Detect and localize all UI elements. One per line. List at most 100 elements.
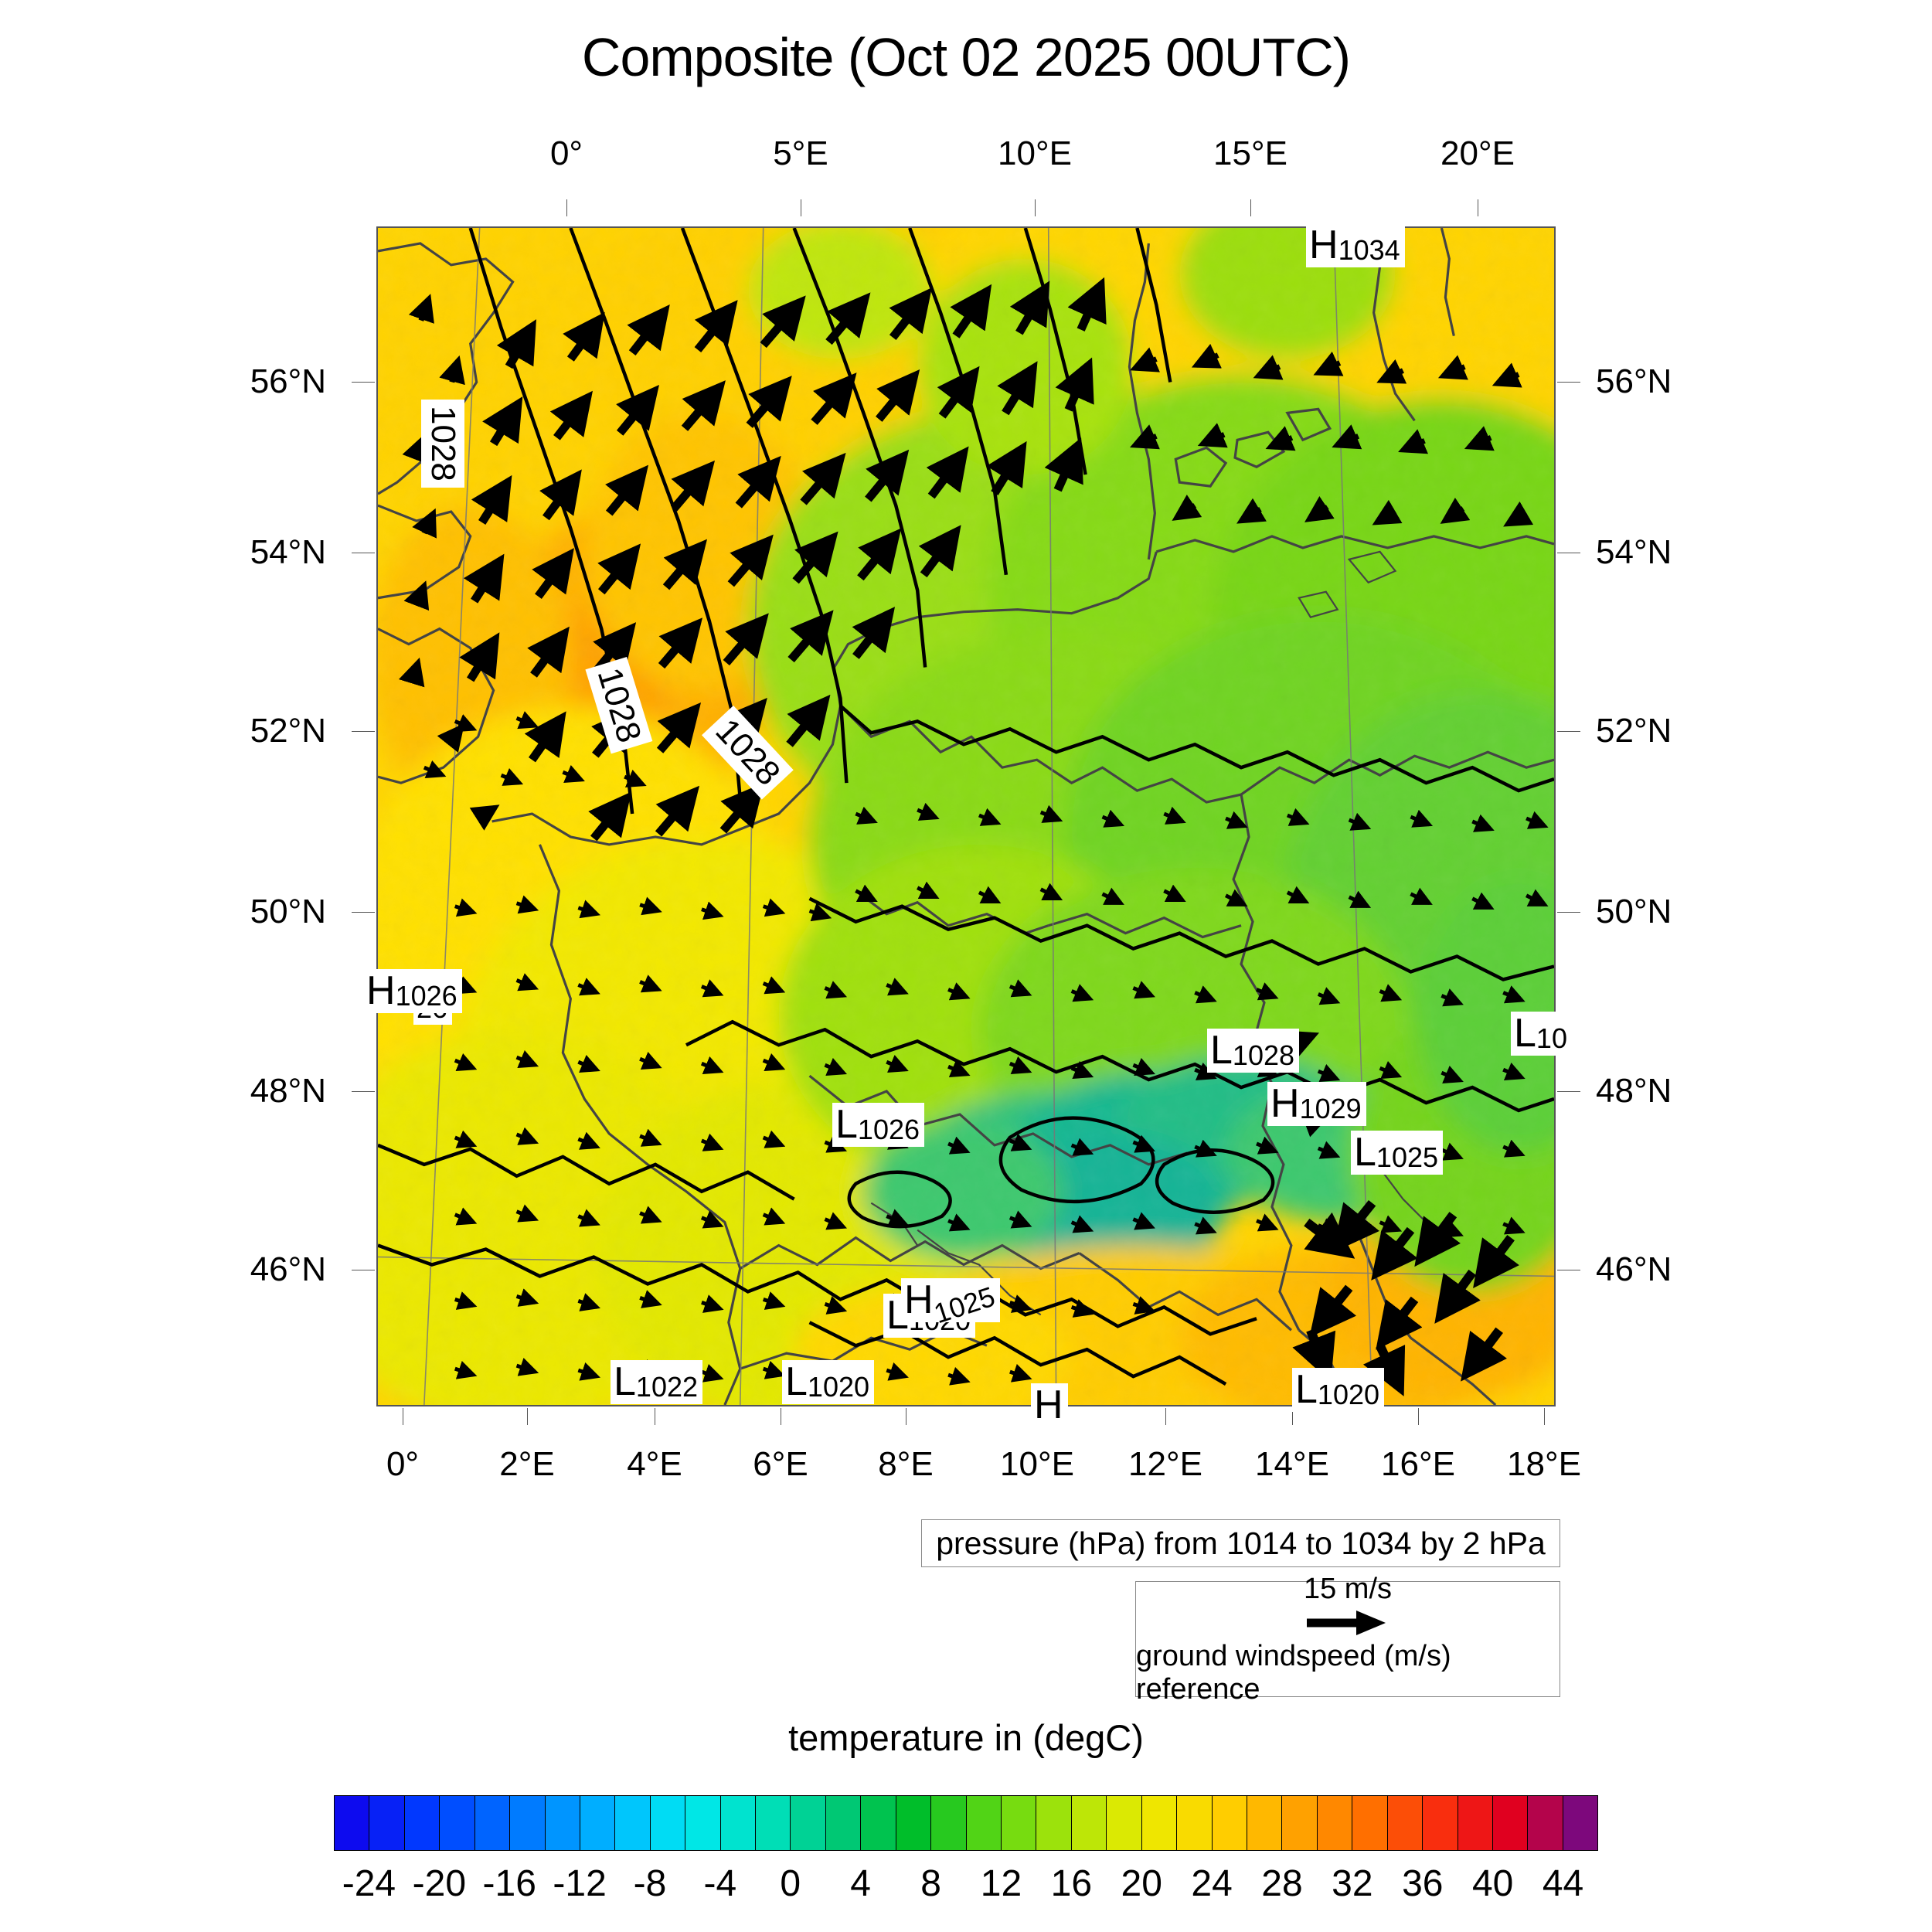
right-arrow-icon [1305, 1607, 1390, 1638]
wind-vector-layer [398, 277, 1549, 1396]
pressure-marker-h-1026: H1026 [363, 969, 462, 1013]
colorbar-cell [545, 1796, 580, 1850]
colorbar-cell [404, 1796, 440, 1850]
pressure-marker-type: L [614, 1359, 636, 1404]
colorbar-cell [1563, 1796, 1598, 1850]
pressure-marker-type: H [904, 1277, 934, 1322]
colorbar-tick-label: -16 [482, 1863, 536, 1904]
map-plot-area[interactable]: 1028 1028 1028 [376, 226, 1556, 1406]
pressure-marker-l-1026: L1026 [832, 1102, 925, 1147]
lat-tick-right-0: 56°N [1596, 362, 1672, 400]
colorbar-cell [1107, 1796, 1142, 1850]
lat-tick-right-1: 54°N [1596, 533, 1672, 571]
colorbar-tick-label: -24 [342, 1863, 396, 1904]
lon-tick-bottom-9: 18°E [1507, 1445, 1581, 1483]
pressure-marker-h-1029: H1029 [1267, 1082, 1366, 1126]
colorbar-tick-label: 12 [980, 1863, 1022, 1904]
pressure-marker-value: 1025 [1376, 1141, 1439, 1173]
colorbar-cell [1212, 1796, 1247, 1850]
colorbar-tick-label: 4 [850, 1863, 872, 1904]
colorbar-cell [1352, 1796, 1388, 1850]
lon-tick-bottom-2: 4°E [627, 1445, 682, 1483]
pressure-legend-box: pressure (hPa) from 1014 to 1034 by 2 hP… [921, 1519, 1560, 1567]
colorbar-cell [1458, 1796, 1493, 1850]
colorbar-tick-label: -20 [412, 1863, 467, 1904]
colorbar-cell [1492, 1796, 1529, 1850]
pressure-marker-value: 1020 [807, 1371, 870, 1403]
lat-tick-left-0: 56°N [250, 362, 326, 400]
colorbar-tick-label: 8 [920, 1863, 941, 1904]
page-title: Composite (Oct 02 2025 00UTC) [581, 27, 1351, 87]
pressure-marker-l-1020-adriatic: L1020 [1292, 1368, 1385, 1412]
colorbar-cell [1317, 1796, 1353, 1850]
lat-tickmark-right [1557, 1091, 1580, 1092]
pressure-marker-l-1028: L1028 [1207, 1028, 1300, 1073]
colorbar-cell [510, 1796, 546, 1850]
pressure-marker-type: L [835, 1102, 858, 1147]
colorbar-cell [896, 1796, 932, 1850]
lat-tick-left-4: 48°N [250, 1072, 326, 1110]
pressure-marker-h-clipped: H [1031, 1383, 1068, 1427]
lon-tickmark-bottom [1165, 1408, 1166, 1425]
pressure-marker-l-1020: L1020 [782, 1359, 875, 1404]
colorbar-cell [369, 1796, 405, 1850]
colorbar-tick-label: 0 [780, 1863, 801, 1904]
colorbar-cell [1177, 1796, 1213, 1850]
colorbar-tick-label: 20 [1121, 1863, 1162, 1904]
colorbar-cell [1036, 1796, 1072, 1850]
colorbar-cell [791, 1796, 826, 1850]
colorbar-cell [335, 1796, 370, 1850]
colorbar-cell [1282, 1796, 1318, 1850]
colorbar-cell [474, 1796, 511, 1850]
wind-legend-box: 15 m/s ground windspeed (m/s) reference [1135, 1573, 1560, 1706]
lon-tickmark-bottom [1292, 1408, 1293, 1425]
colorbar-tick-label: -4 [703, 1863, 737, 1904]
temperature-colorbar[interactable] [334, 1795, 1598, 1851]
pressure-marker-value: 1026 [857, 1114, 920, 1145]
pressure-marker-type: L [785, 1359, 808, 1404]
colorbar-tick-label: 28 [1261, 1863, 1303, 1904]
lon-tick-top-2: 10°E [998, 134, 1072, 172]
colorbar-cell [650, 1796, 686, 1850]
colorbar-cell [756, 1796, 791, 1850]
pressure-marker-value: 1020 [1317, 1379, 1380, 1410]
lat-tick-left-5: 46°N [250, 1250, 326, 1288]
wind-legend-caption: ground windspeed (m/s) reference [1136, 1639, 1451, 1706]
colorbar-cell [931, 1796, 967, 1850]
pressure-marker-type: L [1210, 1028, 1233, 1073]
wind-legend-speed: 15 m/s [1303, 1572, 1393, 1605]
colorbar-cell [580, 1796, 616, 1850]
lon-tick-top-4: 20°E [1440, 134, 1515, 172]
colorbar-cell [1002, 1796, 1037, 1850]
pressure-marker-type: H [366, 968, 396, 1013]
colorbar-cell [615, 1796, 651, 1850]
lon-tick-bottom-1: 2°E [499, 1445, 555, 1483]
colorbar-cell [1387, 1796, 1423, 1850]
colorbar-cell [440, 1796, 475, 1850]
lat-tick-right-4: 48°N [1596, 1072, 1672, 1110]
lon-tickmark-top [1035, 199, 1036, 216]
pressure-marker-value: 1034 [1338, 234, 1400, 266]
lat-tickmark-left [352, 1091, 375, 1092]
colorbar-tick-label: 32 [1332, 1863, 1373, 1904]
lat-tick-left-1: 54°N [250, 533, 326, 571]
colorbar-cell [825, 1796, 862, 1850]
lat-tick-right-5: 46°N [1596, 1250, 1672, 1288]
colorbar-cell [1423, 1796, 1458, 1850]
lon-tickmark-bottom [1418, 1408, 1419, 1425]
colorbar-cell [720, 1796, 757, 1850]
lat-tickmark-left [352, 382, 375, 383]
colorbar-cell [1247, 1796, 1283, 1850]
pressure-marker-value: 1026 [395, 980, 457, 1012]
pressure-marker-value: 1029 [1299, 1093, 1362, 1124]
colorbar-tick-labels: -24 -20 -16 -12 -8 -4 0 4 8 12 16 20 24 28 32 36 40 44 [334, 1862, 1598, 1909]
lon-tick-bottom-4: 8°E [878, 1445, 934, 1483]
lat-tick-right-3: 50°N [1596, 893, 1672, 930]
colorbar-tick-label: -12 [553, 1863, 607, 1904]
colorbar-cell [861, 1796, 896, 1850]
pressure-marker-type: H [1270, 1081, 1300, 1126]
pressure-marker-l-1025: L1025 [1351, 1131, 1444, 1175]
lat-tickmark-left [352, 731, 375, 732]
pressure-marker-type: H [1309, 223, 1338, 267]
pressure-marker-value: 1022 [635, 1371, 699, 1403]
